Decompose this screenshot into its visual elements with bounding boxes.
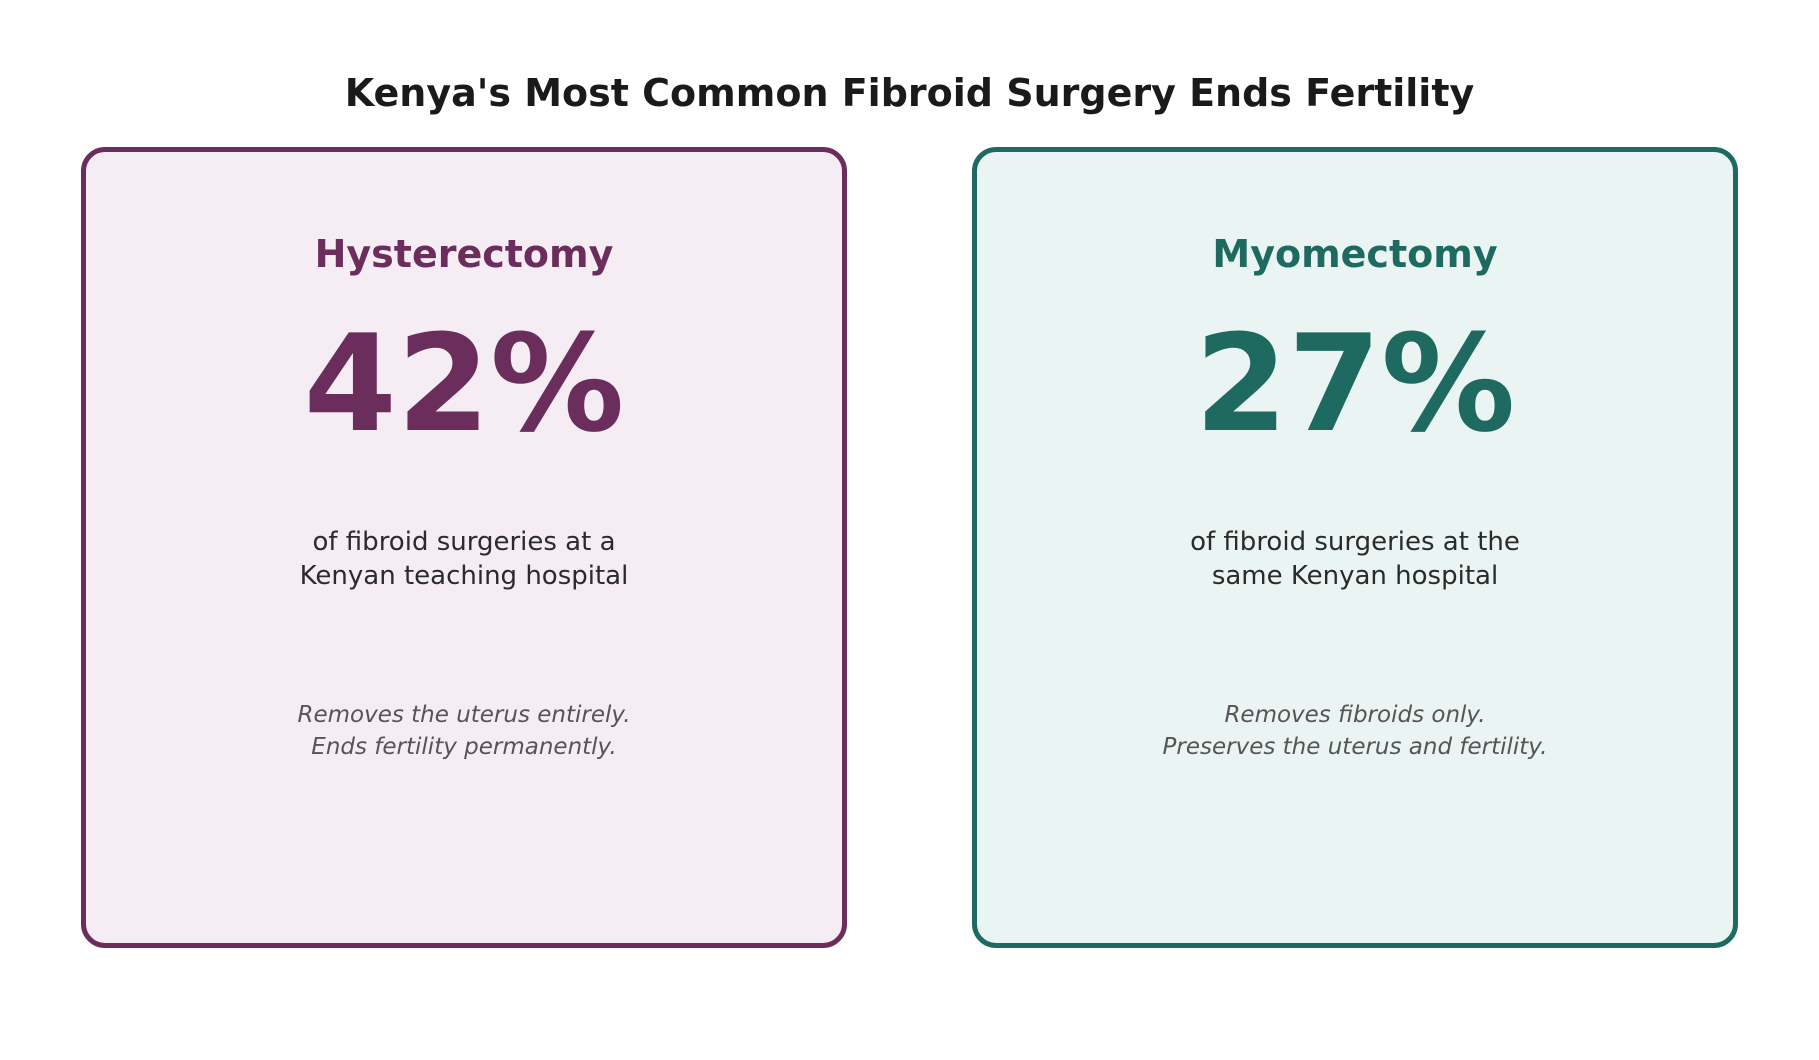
- card-heading: Myomectomy: [1212, 232, 1498, 276]
- card-percentage: 27%: [1194, 306, 1516, 462]
- description-line: Kenyan teaching hospital: [299, 561, 629, 591]
- page-title: Kenya's Most Common Fibroid Surgery Ends…: [344, 71, 1475, 115]
- description-line: of fibroid surgeries at the: [1190, 527, 1520, 557]
- note-line: Preserves the uterus and fertility.: [1162, 734, 1548, 760]
- card-note: Removes fibroids only. Preserves the ute…: [1017, 699, 1693, 763]
- card-percentage: 42%: [303, 306, 625, 462]
- note-line: Ends fertility permanently.: [311, 734, 617, 760]
- hysterectomy-card: Hysterectomy 42% of fibroid surgeries at…: [81, 147, 847, 948]
- description-line: of fibroid surgeries at a: [312, 527, 616, 557]
- card-note: Removes the uterus entirely. Ends fertil…: [126, 699, 802, 763]
- note-line: Removes the uterus entirely.: [297, 702, 631, 728]
- myomectomy-card: Myomectomy 27% of fibroid surgeries at t…: [972, 147, 1738, 948]
- note-line: Removes fibroids only.: [1224, 702, 1486, 728]
- card-description: of fibroid surgeries at the same Kenyan …: [1017, 525, 1693, 593]
- description-line: same Kenyan hospital: [1211, 561, 1499, 591]
- card-description: of fibroid surgeries at a Kenyan teachin…: [126, 525, 802, 593]
- card-heading: Hysterectomy: [314, 232, 614, 276]
